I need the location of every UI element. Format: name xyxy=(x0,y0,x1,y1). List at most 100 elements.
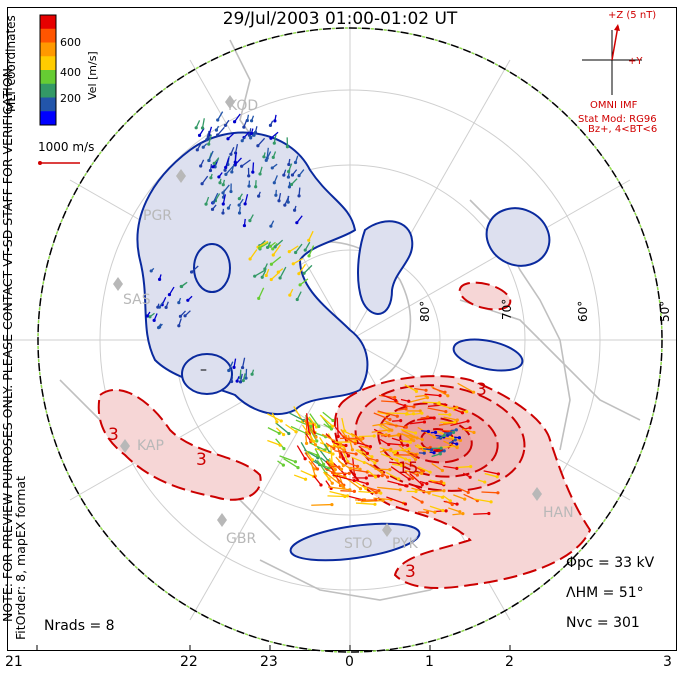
vector-origin xyxy=(468,426,472,430)
velocity-vector xyxy=(443,440,458,449)
vector-origin xyxy=(293,460,298,464)
vector-origin xyxy=(287,162,291,167)
velocity-vector xyxy=(417,466,431,473)
vector-origin xyxy=(250,372,254,376)
vector-origin xyxy=(346,454,350,458)
velocity-vector xyxy=(324,471,343,487)
velocity-vector xyxy=(241,357,246,368)
velocity-vector xyxy=(367,474,383,477)
velocity-vector xyxy=(400,428,416,434)
vector-origin xyxy=(302,271,306,275)
vector-origin xyxy=(332,446,336,451)
velocity-vector xyxy=(367,486,377,494)
vector-origin xyxy=(408,440,412,444)
station-kap: KAP xyxy=(137,438,164,454)
velocity-vector xyxy=(386,412,408,415)
vector-origin xyxy=(232,120,237,124)
vector-origin xyxy=(388,428,392,432)
lat-70: 70° xyxy=(500,298,514,320)
colorbar-band xyxy=(40,28,56,43)
vector-origin xyxy=(307,238,311,242)
vector-origin xyxy=(342,448,347,452)
velocity-vector xyxy=(313,475,322,486)
vector-origin xyxy=(315,439,319,443)
vector-origin xyxy=(240,139,244,143)
vector-origin xyxy=(229,379,234,384)
vector-origin xyxy=(444,509,448,513)
negative-potential-cell xyxy=(136,131,369,415)
vector-origin xyxy=(247,184,251,188)
velocity-vector xyxy=(371,429,391,433)
velocity-vector xyxy=(217,111,224,121)
vector-origin xyxy=(372,434,376,438)
vector-origin xyxy=(424,388,428,392)
vector-origin xyxy=(207,142,211,146)
velocity-vector xyxy=(296,445,306,460)
velocity-vector xyxy=(360,499,384,503)
vector-origin xyxy=(268,244,272,248)
vector-origin xyxy=(287,250,291,254)
vector-origin xyxy=(345,494,350,498)
vector-origin xyxy=(352,489,356,493)
vector-origin xyxy=(458,438,463,442)
velocity-vector xyxy=(404,470,422,475)
velocity-vector xyxy=(208,134,213,145)
mlt-hour-21: 21 xyxy=(5,654,23,670)
velocity-vector xyxy=(379,448,392,453)
vector-origin xyxy=(443,390,447,394)
vector-origin xyxy=(364,486,368,491)
vector-origin xyxy=(461,512,465,516)
velocity-vector xyxy=(427,407,446,413)
vector-scale-dot xyxy=(38,161,42,165)
vector-origin xyxy=(214,128,219,132)
vector-origin xyxy=(269,262,273,266)
velocity-vector xyxy=(319,414,334,427)
velocity-vector xyxy=(254,269,266,277)
vector-origin xyxy=(365,451,370,455)
velocity-vector xyxy=(241,159,251,167)
vector-origin xyxy=(298,283,302,287)
vector-origin xyxy=(281,463,285,467)
vector-origin xyxy=(249,136,253,140)
velocity-vector xyxy=(392,452,406,460)
vector-origin xyxy=(412,405,416,409)
vector-origin xyxy=(249,119,254,123)
velocity-vector xyxy=(244,194,249,205)
velocity-vector xyxy=(316,459,327,474)
velocity-vector xyxy=(404,384,417,392)
positive-potential-cell-left xyxy=(97,389,262,501)
imf-model: Stat Mod: RG96 xyxy=(578,114,657,125)
vector-origin xyxy=(272,141,276,145)
vector-origin xyxy=(433,430,438,434)
vector-origin xyxy=(388,468,392,472)
velocity-vector xyxy=(452,513,463,516)
vector-origin xyxy=(283,203,287,207)
vector-origin xyxy=(243,202,247,206)
vector-origin xyxy=(274,193,278,197)
vector-origin xyxy=(374,498,378,502)
vector-origin xyxy=(314,425,319,429)
vector-origin xyxy=(441,508,445,513)
vector-origin xyxy=(375,458,379,463)
lambda-hm: ΛHM = 51° xyxy=(566,585,644,601)
vector-origin xyxy=(364,476,368,480)
velocity-vector xyxy=(275,422,290,435)
vector-origin xyxy=(257,296,261,300)
station-han: HAN xyxy=(543,505,574,521)
vector-origin xyxy=(347,471,351,475)
velocity-vector xyxy=(225,165,234,175)
vector-origin xyxy=(455,418,459,422)
velocity-vector xyxy=(422,401,440,404)
vector-origin xyxy=(221,211,225,215)
vector-origin xyxy=(271,253,275,257)
vector-origin xyxy=(455,405,459,409)
vector-origin xyxy=(404,425,408,429)
vector-origin xyxy=(489,500,493,504)
vector-origin xyxy=(157,277,162,281)
vector-origin xyxy=(286,169,291,174)
vector-origin xyxy=(348,488,352,492)
vector-origin xyxy=(183,314,187,318)
vector-origin xyxy=(200,182,204,186)
vector-origin xyxy=(337,465,341,469)
vector-origin xyxy=(238,380,243,384)
